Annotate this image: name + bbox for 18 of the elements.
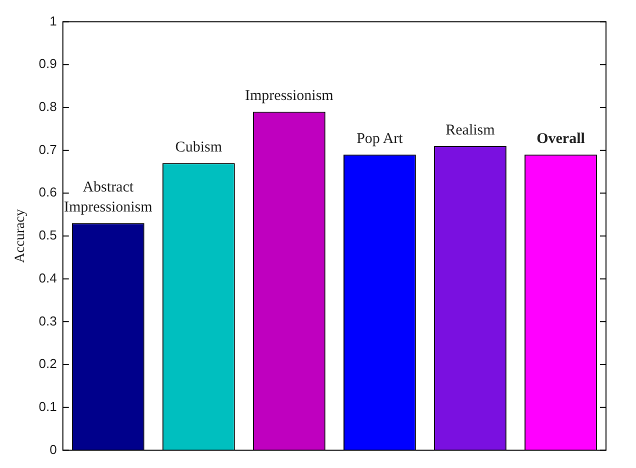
y-tick-label: 1 xyxy=(50,13,57,28)
y-tick-label: 0.1 xyxy=(38,398,57,414)
y-tick-label: 0.5 xyxy=(38,228,57,243)
y-tick-label: 0 xyxy=(50,442,57,457)
y-axis-title: Accuracy xyxy=(13,209,28,263)
y-tick-label: 0.9 xyxy=(38,56,57,72)
x-tick-label: Abstract Impressionism xyxy=(64,180,153,216)
y-tick-label: 0.4 xyxy=(38,270,57,286)
y-tick-label: 0.6 xyxy=(38,184,57,200)
x-tick-label: Overall xyxy=(536,130,585,147)
x-tick-label: Cubism xyxy=(175,140,222,156)
y-tick-label: 0.3 xyxy=(38,313,57,328)
y-tick-label: 0.2 xyxy=(38,356,57,372)
x-tick-label: Realism xyxy=(446,122,496,138)
x-tick-label: Pop Art xyxy=(356,131,404,148)
x-tick-label: Impressionism xyxy=(245,88,334,104)
y-tick-label: 0.8 xyxy=(38,99,57,114)
y-tick-label: 0.7 xyxy=(38,142,57,157)
